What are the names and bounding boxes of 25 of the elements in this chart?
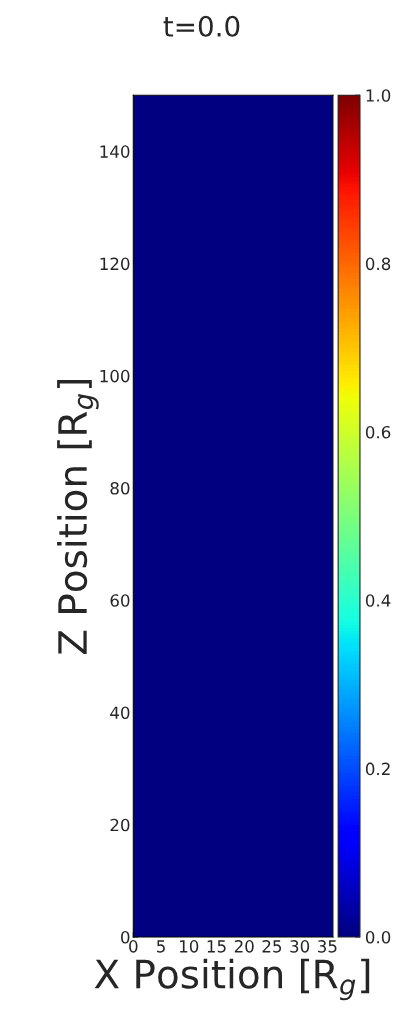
- y-tick-label: 140: [100, 145, 130, 158]
- color-bar-label: 0.8: [365, 257, 391, 271]
- y-tick-label: 80: [110, 482, 130, 495]
- chart-title: t=0.0: [163, 15, 240, 37]
- x-axis-title: X Position [R$_{g}$]: [94, 958, 370, 1001]
- x-tick-label: 20: [234, 940, 254, 953]
- color-bar-label: 1.0: [366, 89, 391, 102]
- y-axis-title: Z Position [R$_{g}$]: [57, 380, 99, 654]
- y-tick-label: 100: [100, 369, 130, 383]
- x-tick-label: 10: [179, 940, 199, 953]
- y-tick-label: 60: [110, 594, 130, 607]
- x-tick-label: 5: [157, 940, 165, 953]
- y-tick-label: 40: [110, 706, 130, 720]
- x-tick-label: 25: [262, 940, 282, 953]
- x-tick-label: 0: [129, 940, 138, 953]
- x-tick-label: 15: [207, 940, 226, 953]
- y-tick-label: 20: [110, 818, 130, 832]
- color-bar-label: 0.4: [365, 594, 391, 607]
- x-tick-label: 30: [290, 940, 310, 953]
- color-bar-label: 0.2: [365, 762, 390, 776]
- y-tick-label: 0: [121, 930, 130, 944]
- color-bar-label: 0.6: [365, 425, 391, 439]
- y-tick-label: 120: [100, 257, 130, 271]
- color-bar-label: 0.0: [365, 930, 391, 944]
- x-tick-label: 35: [318, 940, 337, 953]
